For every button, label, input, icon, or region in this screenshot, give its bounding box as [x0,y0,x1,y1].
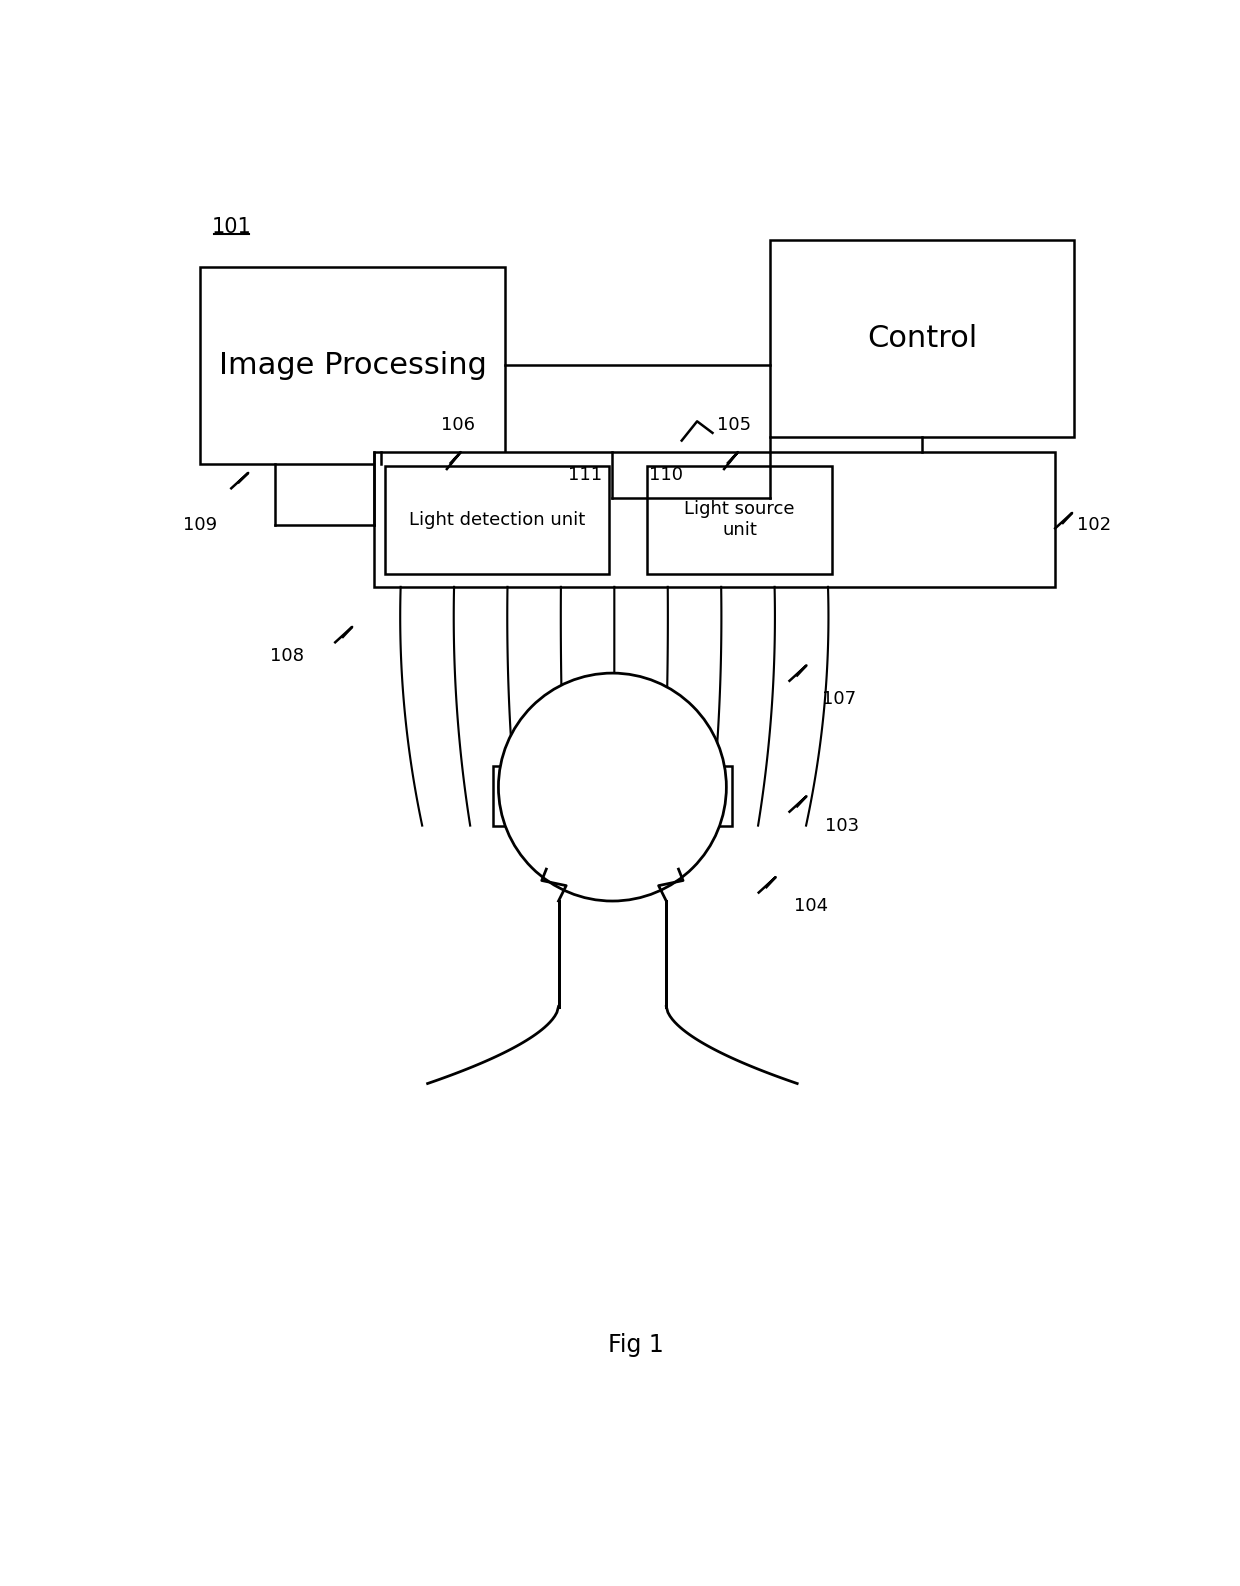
Text: 105: 105 [717,416,751,435]
Bar [201,268,505,463]
Text: Control: Control [867,324,977,354]
Text: 108: 108 [270,647,305,665]
Bar [494,766,732,826]
Text: 111: 111 [568,466,603,484]
Bar [386,466,609,574]
Text: 109: 109 [184,517,217,534]
Text: Light source
unit: Light source unit [684,501,795,539]
Text: Light detection unit: Light detection unit [409,511,585,528]
Text: 107: 107 [822,690,857,707]
Text: 104: 104 [794,898,828,915]
Text: 102: 102 [1076,517,1111,534]
Text: 106: 106 [441,416,475,435]
Ellipse shape [498,672,727,901]
Bar [373,452,1055,587]
Bar [770,241,1074,436]
Bar [647,466,832,574]
Text: Fig 1: Fig 1 [608,1334,663,1358]
Text: 110: 110 [650,466,683,484]
Text: 101: 101 [211,217,252,238]
Text: 103: 103 [825,817,859,834]
Text: Image Processing: Image Processing [218,351,486,381]
